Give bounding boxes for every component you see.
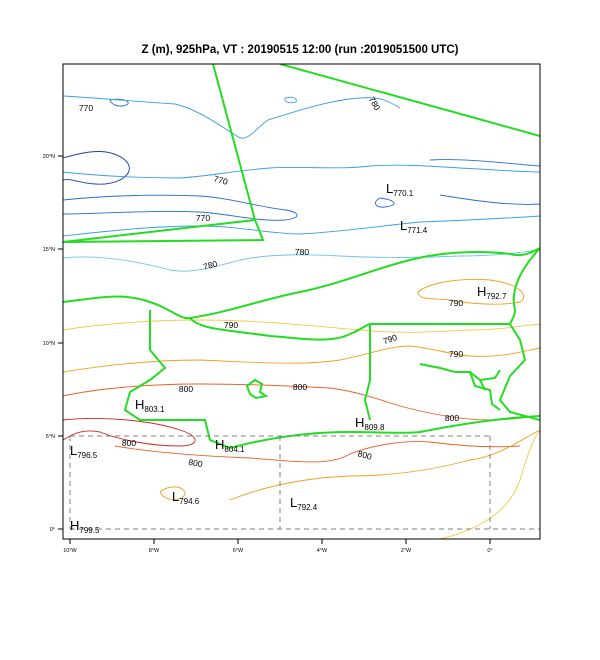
contour-795-b <box>229 429 540 501</box>
border-coast-north <box>63 247 540 320</box>
contour-label: 800 <box>122 438 136 448</box>
pressure-center: H804.1 <box>215 437 245 454</box>
contour-780-b <box>63 164 540 179</box>
contour-770-e <box>109 98 129 107</box>
contour-770-d <box>429 159 540 205</box>
x-tick-label: 4°W <box>317 548 328 554</box>
pressure-center: L771.4 <box>400 218 428 235</box>
border-inner <box>363 324 371 421</box>
x-tick-label: 6°W <box>233 548 244 554</box>
pressure-center: H809.8 <box>355 415 385 432</box>
contour-780-c <box>63 215 540 237</box>
border-north <box>63 64 540 243</box>
border-ne <box>509 247 540 325</box>
border-west <box>123 310 231 449</box>
x-tick-label: 8°W <box>149 548 160 554</box>
contour-label: 780 <box>202 258 219 271</box>
contour-layer <box>63 95 540 539</box>
border-central <box>189 317 540 421</box>
contour-label: 800 <box>188 457 204 469</box>
y-tick-label: 10°N <box>43 341 55 347</box>
y-tick-label: 0° <box>50 527 55 533</box>
pressure-center: L794.6 <box>172 489 200 506</box>
contour-label: 770 <box>213 173 230 186</box>
contour-790-c <box>63 345 540 373</box>
contour-770-a <box>63 151 130 185</box>
contour-label: 790 <box>224 320 238 330</box>
contour-label: 780 <box>295 247 309 257</box>
contour-770-c <box>374 197 395 208</box>
map-frame <box>62 63 541 540</box>
pressure-center: L796.5 <box>70 443 98 460</box>
contour-800-b <box>63 418 196 447</box>
pressure-center: L770.1 <box>386 181 414 198</box>
x-tick-label: 10°W <box>63 548 77 554</box>
pressure-center: H799.5 <box>70 518 100 535</box>
contour-790-a <box>417 279 525 305</box>
contour-795-a <box>159 486 186 501</box>
x-tick-label: 2°W <box>401 548 412 554</box>
contour-790-b <box>63 319 540 333</box>
pressure-center: H803.1 <box>135 397 165 414</box>
contour-label: 770 <box>196 213 210 223</box>
contour-label: 790 <box>449 349 463 359</box>
contour-label: 790 <box>382 332 399 346</box>
contour-label: 780 <box>367 95 383 113</box>
contour-label: 790 <box>449 298 463 308</box>
contour-label: 800 <box>293 382 307 392</box>
contour-label: 800 <box>445 413 459 423</box>
pressure-center: H792.7 <box>477 284 507 301</box>
y-tick-label: 20°N <box>43 154 55 160</box>
x-tick-label: 0° <box>487 548 492 554</box>
contour-800-c <box>114 441 521 463</box>
contour-label: 800 <box>179 384 193 394</box>
contour-780-d <box>63 249 540 272</box>
lake-volta <box>245 363 501 411</box>
grid <box>69 435 540 530</box>
y-tick-marks <box>58 155 63 530</box>
y-tick-label: 5°N <box>46 434 55 440</box>
contour-770-b <box>63 194 298 221</box>
border-layer <box>63 64 540 449</box>
contour-795-c <box>439 429 540 539</box>
pressure-center: L792.4 <box>290 495 318 512</box>
contour-780-e <box>284 96 297 104</box>
contour-780-a <box>63 95 401 139</box>
border-coast-south <box>229 415 540 449</box>
map-title: Z (m), 925hPa, VT : 20190515 12:00 (run … <box>141 44 459 56</box>
contour-label: 770 <box>79 103 93 113</box>
contour-label: 800 <box>357 448 374 461</box>
x-tick-marks <box>69 539 491 544</box>
y-tick-label: 15°N <box>43 247 55 253</box>
